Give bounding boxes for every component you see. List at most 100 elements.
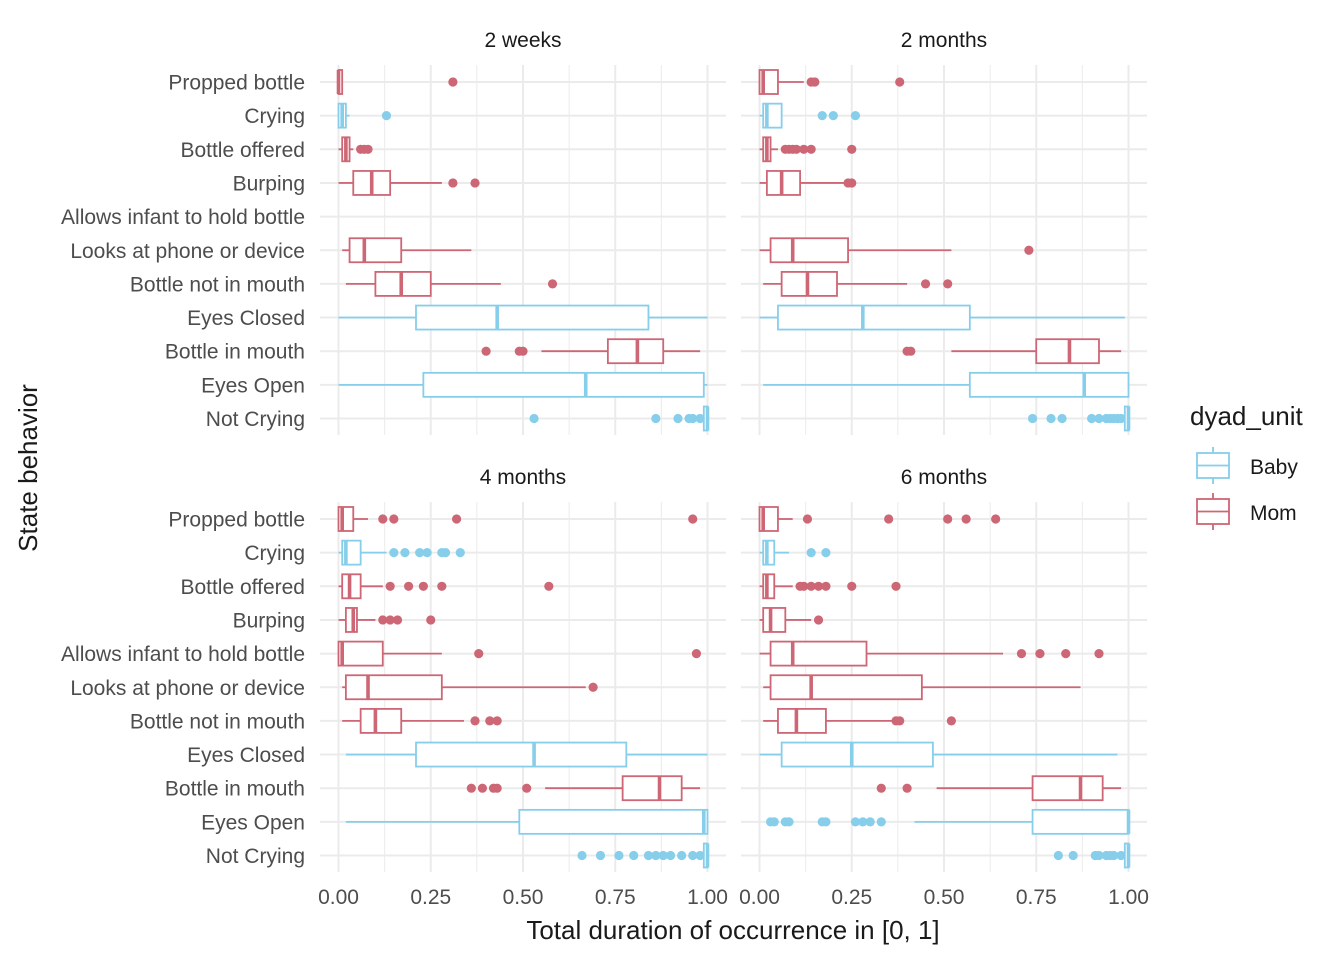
boxplot-baby: [338, 304, 708, 331]
outlier-point: [629, 850, 639, 861]
x-tick-label: 0.25: [831, 886, 872, 909]
x-tick-label: 0.25: [410, 886, 451, 909]
outlier-point: [426, 615, 436, 625]
boxplot-baby: [759, 539, 831, 566]
facet-label: 6 months: [901, 466, 987, 489]
legend-label-mom: Mom: [1250, 502, 1297, 525]
boxplot-mom: [763, 674, 1081, 701]
box: [344, 607, 358, 633]
y-tick-label: Not Crying: [206, 408, 305, 431]
outlier-point: [1053, 850, 1063, 861]
outlier-point: [813, 581, 824, 591]
y-tick-label: Crying: [244, 105, 305, 128]
box: [344, 674, 443, 701]
outlier-point: [906, 346, 916, 356]
outlier-point: [477, 783, 488, 793]
outlier-point: [943, 279, 953, 289]
panel-4-months: 4 months Propped bottle Crying Bottle offer…: [61, 466, 728, 909]
outlier-point: [381, 111, 392, 121]
outlier-point: [943, 514, 953, 524]
x-tick-label: 0.00: [318, 886, 359, 909]
outlier-point: [688, 850, 698, 861]
outlier-point: [1024, 245, 1034, 255]
outlier-point: [1068, 850, 1078, 861]
box: [968, 371, 1130, 398]
outlier-point: [677, 850, 687, 861]
outlier-point: [643, 850, 654, 861]
outlier-point: [470, 178, 480, 188]
outlier-point: [474, 649, 484, 659]
outlier-point: [544, 581, 554, 591]
box: [348, 237, 403, 264]
outlier-point: [437, 581, 447, 591]
boxplot-baby: [763, 371, 1130, 398]
x-tick-label: 0.75: [595, 886, 636, 909]
legend-key-mom: [1196, 493, 1230, 530]
outlier-point: [961, 514, 971, 524]
x-tick-label: 1.00: [1108, 886, 1149, 909]
outlier-point: [920, 279, 931, 289]
box: [1035, 338, 1100, 365]
outlier-point: [850, 817, 861, 827]
outlier-point: [828, 111, 838, 121]
outlier-point: [492, 716, 502, 726]
box: [780, 741, 934, 768]
boxplot-baby: [345, 808, 709, 835]
outlier-point: [799, 581, 809, 591]
boxplot-mom: [342, 237, 472, 264]
box: [374, 270, 432, 297]
outlier-point: [1027, 413, 1038, 424]
outlier-point: [1046, 413, 1056, 424]
box: [762, 573, 776, 600]
outlier-point: [448, 178, 458, 188]
boxplot-baby: [759, 741, 1118, 768]
y-tick-label: Eyes Closed: [187, 744, 305, 767]
outlier-point: [850, 111, 861, 121]
boxplot-mom: [336, 69, 458, 95]
outlier-point: [884, 514, 894, 524]
facet-label: 4 months: [480, 466, 566, 489]
box: [359, 708, 403, 734]
boxplot-baby: [338, 539, 465, 566]
y-tick-label: Allows infant to hold bottle: [61, 643, 305, 666]
box: [518, 808, 709, 835]
outlier-point: [1035, 649, 1045, 659]
box: [1031, 775, 1104, 802]
box: [762, 539, 776, 566]
outlier-point: [658, 850, 668, 861]
y-tick-label: Eyes Closed: [187, 307, 305, 330]
y-tick-label: Looks at phone or device: [70, 677, 305, 700]
boxplot-mom: [758, 69, 905, 95]
box: [777, 708, 827, 734]
outlier-point: [481, 346, 491, 356]
box: [341, 573, 362, 600]
x-axis-title: Total duration of occurrence in [0, 1]: [526, 915, 939, 945]
outlier-point: [422, 548, 432, 558]
y-tick-label: Bottle not in mouth: [130, 273, 305, 296]
boxplot-mom: [342, 708, 502, 734]
outlier-point: [392, 615, 403, 625]
boxplot-mom: [345, 270, 558, 297]
outlier-point: [673, 413, 683, 424]
outlier-point: [810, 77, 820, 87]
outlier-point: [821, 817, 831, 827]
panel-2-months: 2 months: [741, 29, 1147, 435]
outlier-point: [813, 615, 824, 625]
y-tick-label: Burping: [233, 172, 305, 195]
boxplot-baby: [577, 842, 710, 869]
outlier-point: [529, 413, 539, 424]
box: [621, 775, 683, 802]
outlier-point: [415, 548, 425, 558]
boxplot-mom: [759, 170, 857, 196]
outlier-point: [817, 111, 827, 121]
outlier-point: [385, 581, 395, 591]
boxplot-mom: [902, 338, 1122, 365]
box: [769, 674, 923, 701]
boxplot-mom: [337, 640, 702, 667]
outlier-point: [595, 850, 606, 861]
legend: dyad_unit Baby Mom: [1190, 401, 1304, 530]
outlier-point: [847, 581, 857, 591]
outlier-point: [470, 716, 480, 726]
outlier-point: [651, 413, 661, 424]
outlier-point: [1116, 850, 1126, 861]
